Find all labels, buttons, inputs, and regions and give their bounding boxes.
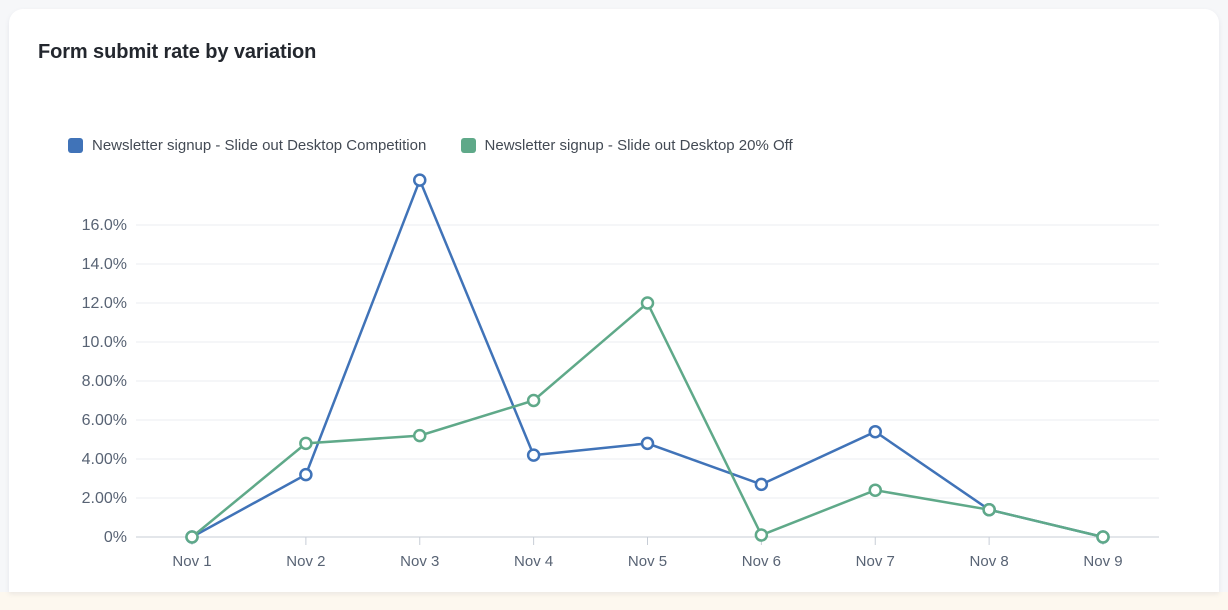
svg-text:8.00%: 8.00% (82, 373, 127, 390)
svg-text:6.00%: 6.00% (82, 412, 127, 429)
svg-text:Nov 8: Nov 8 (970, 553, 1009, 570)
svg-text:Nov 1: Nov 1 (172, 553, 211, 570)
svg-text:16.0%: 16.0% (82, 217, 127, 234)
svg-text:14.0%: 14.0% (82, 256, 127, 273)
svg-text:Nov 9: Nov 9 (1083, 553, 1122, 570)
svg-text:4.00%: 4.00% (82, 451, 127, 468)
svg-text:Nov 7: Nov 7 (856, 553, 895, 570)
svg-text:Nov 5: Nov 5 (628, 553, 667, 570)
svg-text:10.0%: 10.0% (82, 334, 127, 351)
svg-text:Nov 4: Nov 4 (514, 553, 553, 570)
svg-text:Nov 3: Nov 3 (400, 553, 439, 570)
svg-text:Nov 6: Nov 6 (742, 553, 781, 570)
svg-text:Nov 2: Nov 2 (286, 553, 325, 570)
svg-text:12.0%: 12.0% (82, 295, 127, 312)
svg-text:2.00%: 2.00% (82, 490, 127, 507)
svg-text:0%: 0% (104, 529, 127, 546)
